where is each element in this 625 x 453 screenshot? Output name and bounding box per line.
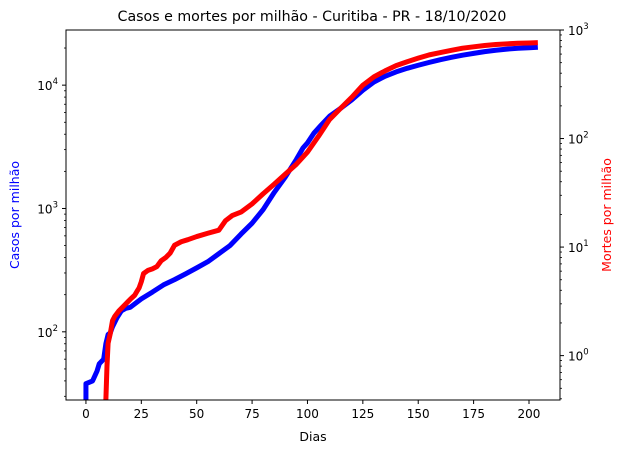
series-line-right [103,40,538,400]
plot-frame [65,29,561,401]
left-tick-label: 102 [37,324,58,340]
x-axis: 0 25 50 75 100 125 150 175 200 [82,400,540,421]
right-tick-label: 103 [568,22,589,38]
x-tick-label: 150 [407,407,430,421]
x-tick-label: 0 [82,407,90,421]
x-tick-label: 75 [244,407,259,421]
left-axis: 102 103 104 [37,47,66,397]
x-tick-label: 125 [351,407,374,421]
x-tick-label: 200 [518,407,541,421]
left-axis-label: Casos por milhão [7,161,22,269]
x-tick-label: 175 [462,407,485,421]
x-tick-label: 25 [134,407,149,421]
series-line-left [83,44,539,400]
right-tick-label: 102 [568,131,589,147]
x-tick-label: 100 [296,407,319,421]
left-tick-label: 104 [37,77,58,93]
x-tick-label: 50 [189,407,204,421]
chart-title: Casos e mortes por milhão - Curitiba - P… [118,9,507,25]
x-axis-label: Dias [299,429,326,444]
left-tick-label: 103 [37,200,58,216]
right-tick-label: 101 [568,239,589,255]
right-tick-label: 100 [568,348,589,364]
series-layer [83,40,539,400]
right-axis: 100 101 102 103 [560,22,589,400]
right-axis-label: Mortes por milhão [599,158,614,272]
